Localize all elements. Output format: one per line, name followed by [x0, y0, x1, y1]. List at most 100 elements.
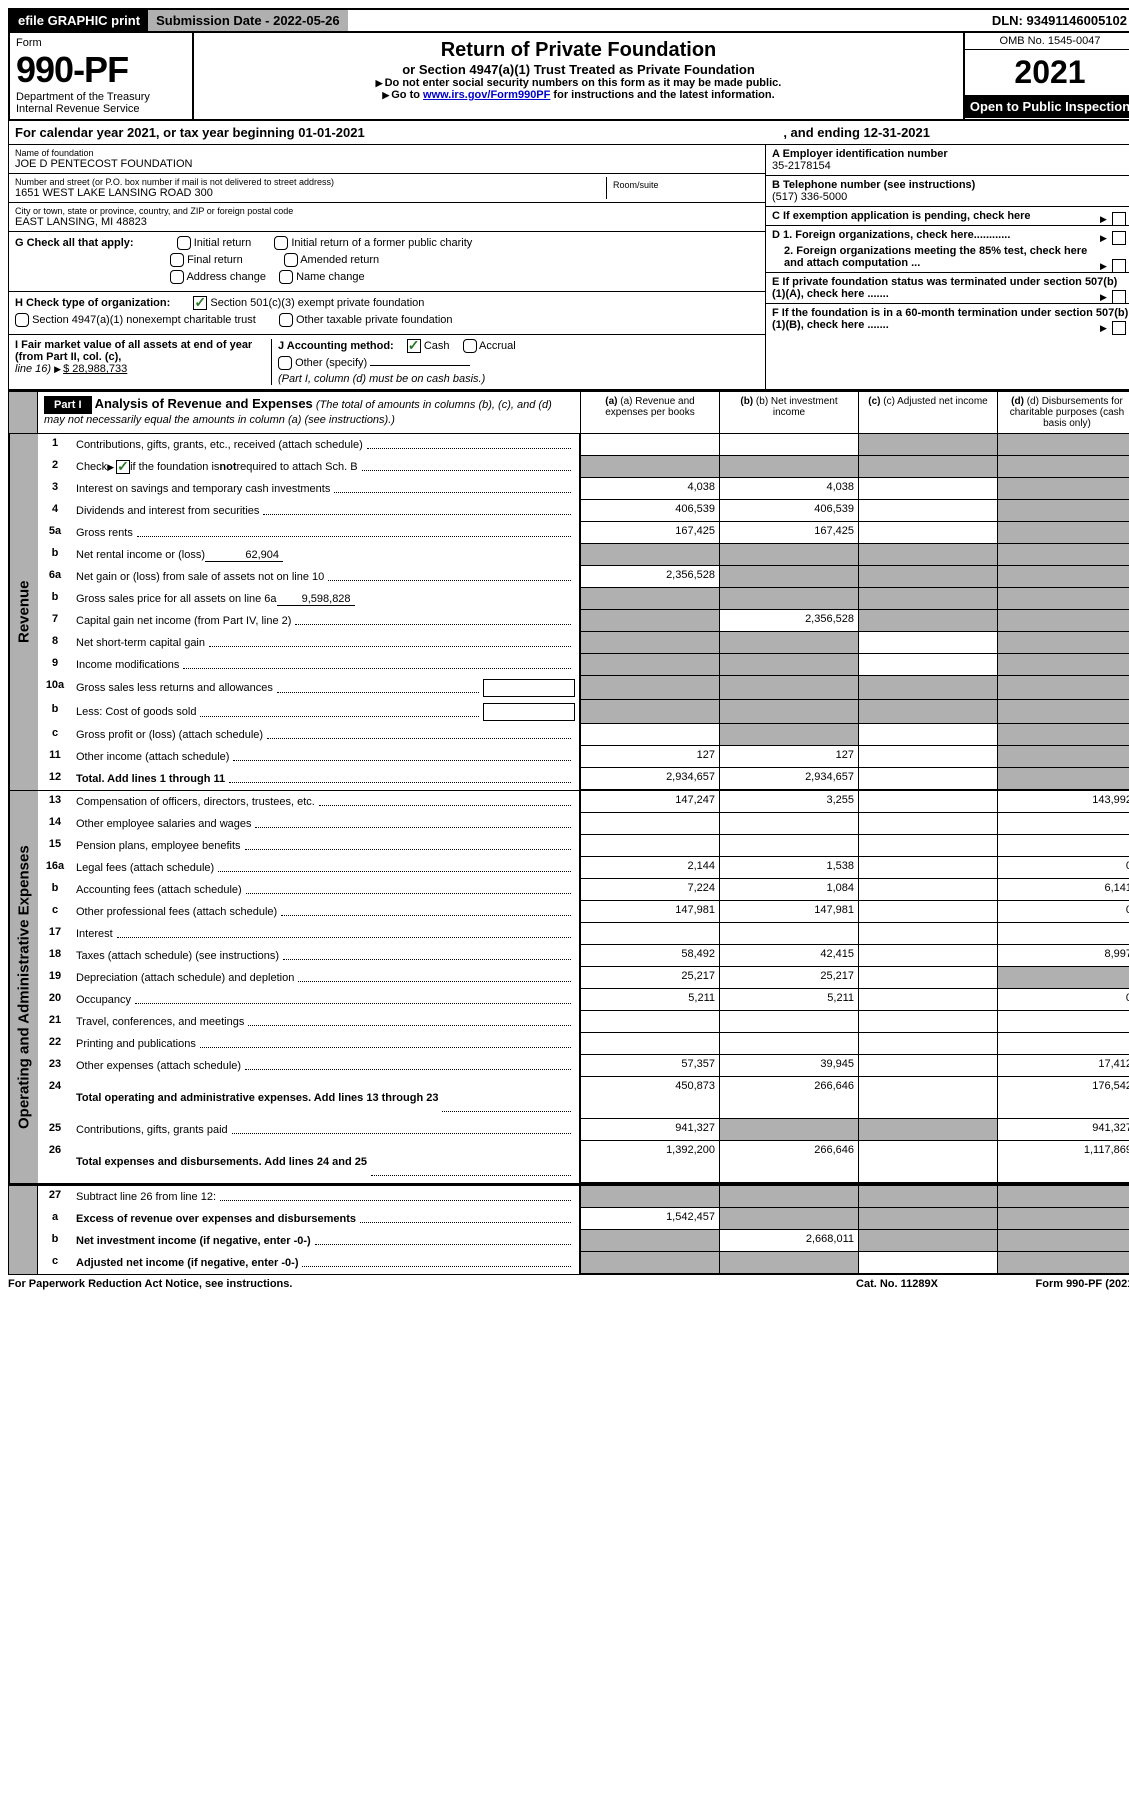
line-desc: Gross rents	[72, 522, 580, 544]
value-cell	[719, 835, 858, 857]
value-cell	[997, 522, 1129, 544]
line-number: 3	[38, 478, 72, 500]
value-cell	[580, 724, 719, 746]
value-cell: 167,425	[580, 522, 719, 544]
line-desc: Dividends and interest from securities	[72, 500, 580, 522]
value-cell	[719, 700, 858, 724]
checkbox-d1[interactable]	[1112, 231, 1126, 245]
table-row: 17Interest	[38, 923, 1129, 945]
table-row: aExcess of revenue over expenses and dis…	[38, 1208, 1129, 1230]
arrow-icon	[1100, 260, 1109, 272]
table-row: 3Interest on savings and temporary cash …	[38, 478, 1129, 500]
value-cell	[997, 967, 1129, 989]
value-cell	[997, 835, 1129, 857]
line-number: 1	[38, 434, 72, 456]
fmv-value: $ 28,988,733	[63, 363, 127, 375]
efile-print-button[interactable]: efile GRAPHIC print	[10, 10, 148, 31]
irs-link[interactable]: www.irs.gov/Form990PF	[423, 89, 550, 101]
value-cell	[997, 632, 1129, 654]
city-state-zip: EAST LANSING, MI 48823	[15, 216, 759, 228]
value-cell: 266,646	[719, 1077, 858, 1119]
value-cell	[997, 1011, 1129, 1033]
value-cell: 6,141	[997, 879, 1129, 901]
inline-value: 9,598,828	[277, 593, 355, 606]
checkbox-4947a1[interactable]	[15, 313, 29, 327]
checkbox-amended[interactable]	[284, 253, 298, 267]
open-public: Open to Public Inspection	[965, 95, 1129, 118]
col-a-header: (a) (a) Revenue and expenses per books	[580, 392, 719, 433]
value-cell	[997, 746, 1129, 768]
checkbox-accrual[interactable]	[463, 339, 477, 353]
value-cell	[997, 923, 1129, 945]
line-number: 15	[38, 835, 72, 857]
line-number: 25	[38, 1119, 72, 1141]
value-cell	[719, 434, 858, 456]
checkbox-cash[interactable]	[407, 339, 421, 353]
line-number: 19	[38, 967, 72, 989]
table-row: 24Total operating and administrative exp…	[38, 1077, 1129, 1119]
value-cell	[858, 1208, 997, 1230]
checkbox-other-method[interactable]	[278, 356, 292, 370]
line-desc: Net short-term capital gain	[72, 632, 580, 654]
checkbox-address-change[interactable]	[170, 270, 184, 284]
checkbox-c[interactable]	[1112, 212, 1126, 226]
line-number: 10a	[38, 676, 72, 700]
checkbox-e[interactable]	[1112, 290, 1126, 304]
value-cell: 5,211	[719, 989, 858, 1011]
value-cell	[858, 768, 997, 790]
table-row: 21Travel, conferences, and meetings	[38, 1011, 1129, 1033]
line-desc: Accounting fees (attach schedule)	[72, 879, 580, 901]
checkbox-initial-return[interactable]	[177, 236, 191, 250]
checkbox-d2[interactable]	[1112, 259, 1126, 273]
value-cell	[858, 1055, 997, 1077]
arrow-icon	[1100, 322, 1109, 334]
checkbox-other-taxable[interactable]	[279, 313, 293, 327]
c-label: C If exemption application is pending, c…	[772, 210, 1031, 222]
cal-year-post: , and ending 12-31-2021	[783, 125, 930, 140]
line-desc: Adjusted net income (if negative, enter …	[72, 1252, 580, 1274]
table-row: cAdjusted net income (if negative, enter…	[38, 1252, 1129, 1274]
checkbox-schb[interactable]	[116, 460, 130, 474]
table-row: 12Total. Add lines 1 through 112,934,657…	[38, 768, 1129, 790]
value-cell	[997, 434, 1129, 456]
line-desc: Subtract line 26 from line 12:	[72, 1186, 580, 1208]
value-cell: 0	[997, 989, 1129, 1011]
value-cell: 127	[580, 746, 719, 768]
phone-label: B Telephone number (see instructions)	[772, 179, 1129, 191]
omb: OMB No. 1545-0047	[965, 33, 1129, 50]
checkbox-name-change[interactable]	[279, 270, 293, 284]
checkbox-f[interactable]	[1112, 321, 1126, 335]
line-desc: Travel, conferences, and meetings	[72, 1011, 580, 1033]
value-cell	[719, 1208, 858, 1230]
header-left: Form 990-PF Department of the Treasury I…	[10, 33, 194, 119]
value-cell	[580, 1011, 719, 1033]
value-cell	[580, 1252, 719, 1274]
value-cell	[580, 1033, 719, 1055]
value-cell: 1,392,200	[580, 1141, 719, 1183]
footer-left: For Paperwork Reduction Act Notice, see …	[8, 1278, 817, 1290]
line-desc: Contributions, gifts, grants, etc., rece…	[72, 434, 580, 456]
value-cell	[719, 724, 858, 746]
value-cell: 147,247	[580, 791, 719, 813]
checkbox-final-return[interactable]	[170, 253, 184, 267]
table-row: 9Income modifications	[38, 654, 1129, 676]
line-desc: Pension plans, employee benefits	[72, 835, 580, 857]
line-number: b	[38, 544, 72, 566]
line-desc: Compensation of officers, directors, tru…	[72, 791, 580, 813]
line-desc: Capital gain net income (from Part IV, l…	[72, 610, 580, 632]
table-row: bAccounting fees (attach schedule)7,2241…	[38, 879, 1129, 901]
checkbox-initial-former[interactable]	[274, 236, 288, 250]
table-row: 23Other expenses (attach schedule)57,357…	[38, 1055, 1129, 1077]
line-desc: Net investment income (if negative, ente…	[72, 1230, 580, 1252]
part1-title: Analysis of Revenue and Expenses	[95, 396, 313, 411]
line-desc: Other professional fees (attach schedule…	[72, 901, 580, 923]
value-cell: 42,415	[719, 945, 858, 967]
value-cell	[858, 1011, 997, 1033]
phone: (517) 336-5000	[772, 191, 1129, 203]
checkbox-501c3[interactable]	[193, 296, 207, 310]
table-row: 15Pension plans, employee benefits	[38, 835, 1129, 857]
value-cell	[719, 676, 858, 700]
value-cell	[858, 1141, 997, 1183]
value-cell	[580, 456, 719, 478]
value-cell	[997, 654, 1129, 676]
